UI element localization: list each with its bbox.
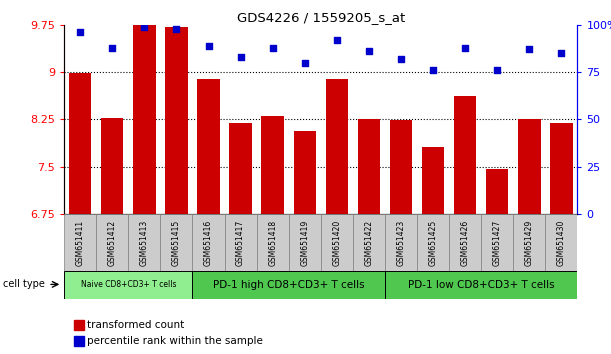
Bar <box>165 27 188 214</box>
Bar <box>197 79 220 214</box>
Point <box>300 60 310 65</box>
Text: GSM651419: GSM651419 <box>300 219 309 266</box>
Text: GSM651420: GSM651420 <box>332 219 342 266</box>
Bar <box>513 214 546 271</box>
Text: GSM651427: GSM651427 <box>492 219 502 266</box>
Text: GSM651417: GSM651417 <box>236 219 245 266</box>
Text: GSM651422: GSM651422 <box>364 219 373 266</box>
Point <box>139 24 149 29</box>
Bar <box>353 214 385 271</box>
Bar <box>69 73 92 214</box>
Bar <box>321 214 353 271</box>
Text: GSM651423: GSM651423 <box>397 219 406 266</box>
Text: GSM651418: GSM651418 <box>268 219 277 266</box>
Bar <box>390 120 412 214</box>
Point <box>332 37 342 43</box>
Bar <box>481 214 513 271</box>
Point <box>524 47 534 52</box>
Text: transformed count: transformed count <box>87 320 184 330</box>
Bar <box>192 214 225 271</box>
Bar <box>75 336 84 346</box>
Bar <box>64 214 97 271</box>
Bar <box>101 118 123 214</box>
Text: GSM651416: GSM651416 <box>204 219 213 266</box>
Text: GSM651415: GSM651415 <box>172 219 181 266</box>
Bar <box>417 214 449 271</box>
Text: GSM651425: GSM651425 <box>428 219 437 266</box>
Bar <box>546 214 577 271</box>
Point <box>428 67 438 73</box>
Point <box>268 45 277 50</box>
Bar <box>160 214 192 271</box>
Text: Naive CD8+CD3+ T cells: Naive CD8+CD3+ T cells <box>81 280 176 290</box>
Point <box>172 26 181 32</box>
Bar <box>326 79 348 214</box>
Bar <box>128 214 160 271</box>
Point <box>236 54 246 60</box>
Text: GSM651426: GSM651426 <box>461 219 470 266</box>
Bar <box>293 131 316 214</box>
Bar <box>454 96 477 214</box>
Text: GSM651430: GSM651430 <box>557 219 566 266</box>
Title: GDS4226 / 1559205_s_at: GDS4226 / 1559205_s_at <box>236 11 405 24</box>
Text: PD-1 high CD8+CD3+ T cells: PD-1 high CD8+CD3+ T cells <box>213 280 365 290</box>
Bar <box>133 25 156 214</box>
Bar <box>385 271 577 299</box>
Bar <box>449 214 481 271</box>
Text: percentile rank within the sample: percentile rank within the sample <box>87 336 263 346</box>
Text: PD-1 low CD8+CD3+ T cells: PD-1 low CD8+CD3+ T cells <box>408 280 554 290</box>
Point <box>396 56 406 62</box>
Bar <box>486 169 508 214</box>
Text: GSM651429: GSM651429 <box>525 219 534 266</box>
Bar <box>289 214 321 271</box>
Text: cell type: cell type <box>2 279 45 290</box>
Point <box>203 43 213 48</box>
Point <box>460 45 470 50</box>
Bar <box>96 214 128 271</box>
Bar <box>550 123 573 214</box>
Point <box>364 48 374 54</box>
Bar <box>357 120 380 214</box>
Bar <box>75 320 84 330</box>
Bar <box>422 147 444 214</box>
Point <box>492 67 502 73</box>
Point <box>75 29 85 35</box>
Point <box>557 50 566 56</box>
Bar <box>262 116 284 214</box>
Bar <box>225 214 257 271</box>
Bar <box>385 214 417 271</box>
Text: GSM651413: GSM651413 <box>140 219 149 266</box>
Bar <box>257 214 289 271</box>
Bar <box>64 271 192 299</box>
Bar <box>192 271 385 299</box>
Point <box>108 45 117 50</box>
Text: GSM651411: GSM651411 <box>76 219 85 266</box>
Text: GSM651412: GSM651412 <box>108 219 117 266</box>
Bar <box>229 123 252 214</box>
Bar <box>518 120 541 214</box>
